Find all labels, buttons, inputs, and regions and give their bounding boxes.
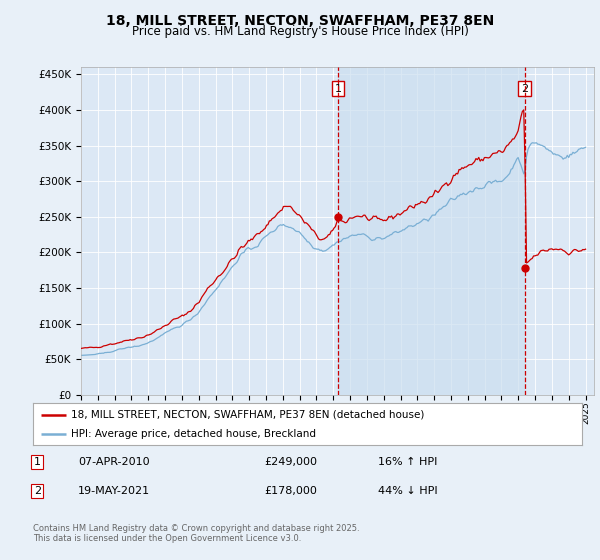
Text: 1: 1 (334, 83, 341, 94)
Text: 1: 1 (34, 457, 41, 467)
Text: 44% ↓ HPI: 44% ↓ HPI (378, 486, 437, 496)
Text: 18, MILL STREET, NECTON, SWAFFHAM, PE37 8EN (detached house): 18, MILL STREET, NECTON, SWAFFHAM, PE37 … (71, 409, 425, 419)
Text: Price paid vs. HM Land Registry's House Price Index (HPI): Price paid vs. HM Land Registry's House … (131, 25, 469, 38)
Text: £178,000: £178,000 (264, 486, 317, 496)
Bar (338, 67, 525, 395)
Text: 19-MAY-2021: 19-MAY-2021 (78, 486, 150, 496)
Text: 16% ↑ HPI: 16% ↑ HPI (378, 457, 437, 467)
Text: Contains HM Land Registry data © Crown copyright and database right 2025.
This d: Contains HM Land Registry data © Crown c… (33, 524, 359, 543)
Text: HPI: Average price, detached house, Breckland: HPI: Average price, detached house, Brec… (71, 429, 316, 439)
Text: 2: 2 (34, 486, 41, 496)
Text: 2: 2 (521, 83, 528, 94)
Text: 07-APR-2010: 07-APR-2010 (78, 457, 149, 467)
Text: 18, MILL STREET, NECTON, SWAFFHAM, PE37 8EN: 18, MILL STREET, NECTON, SWAFFHAM, PE37 … (106, 14, 494, 28)
Text: £249,000: £249,000 (264, 457, 317, 467)
